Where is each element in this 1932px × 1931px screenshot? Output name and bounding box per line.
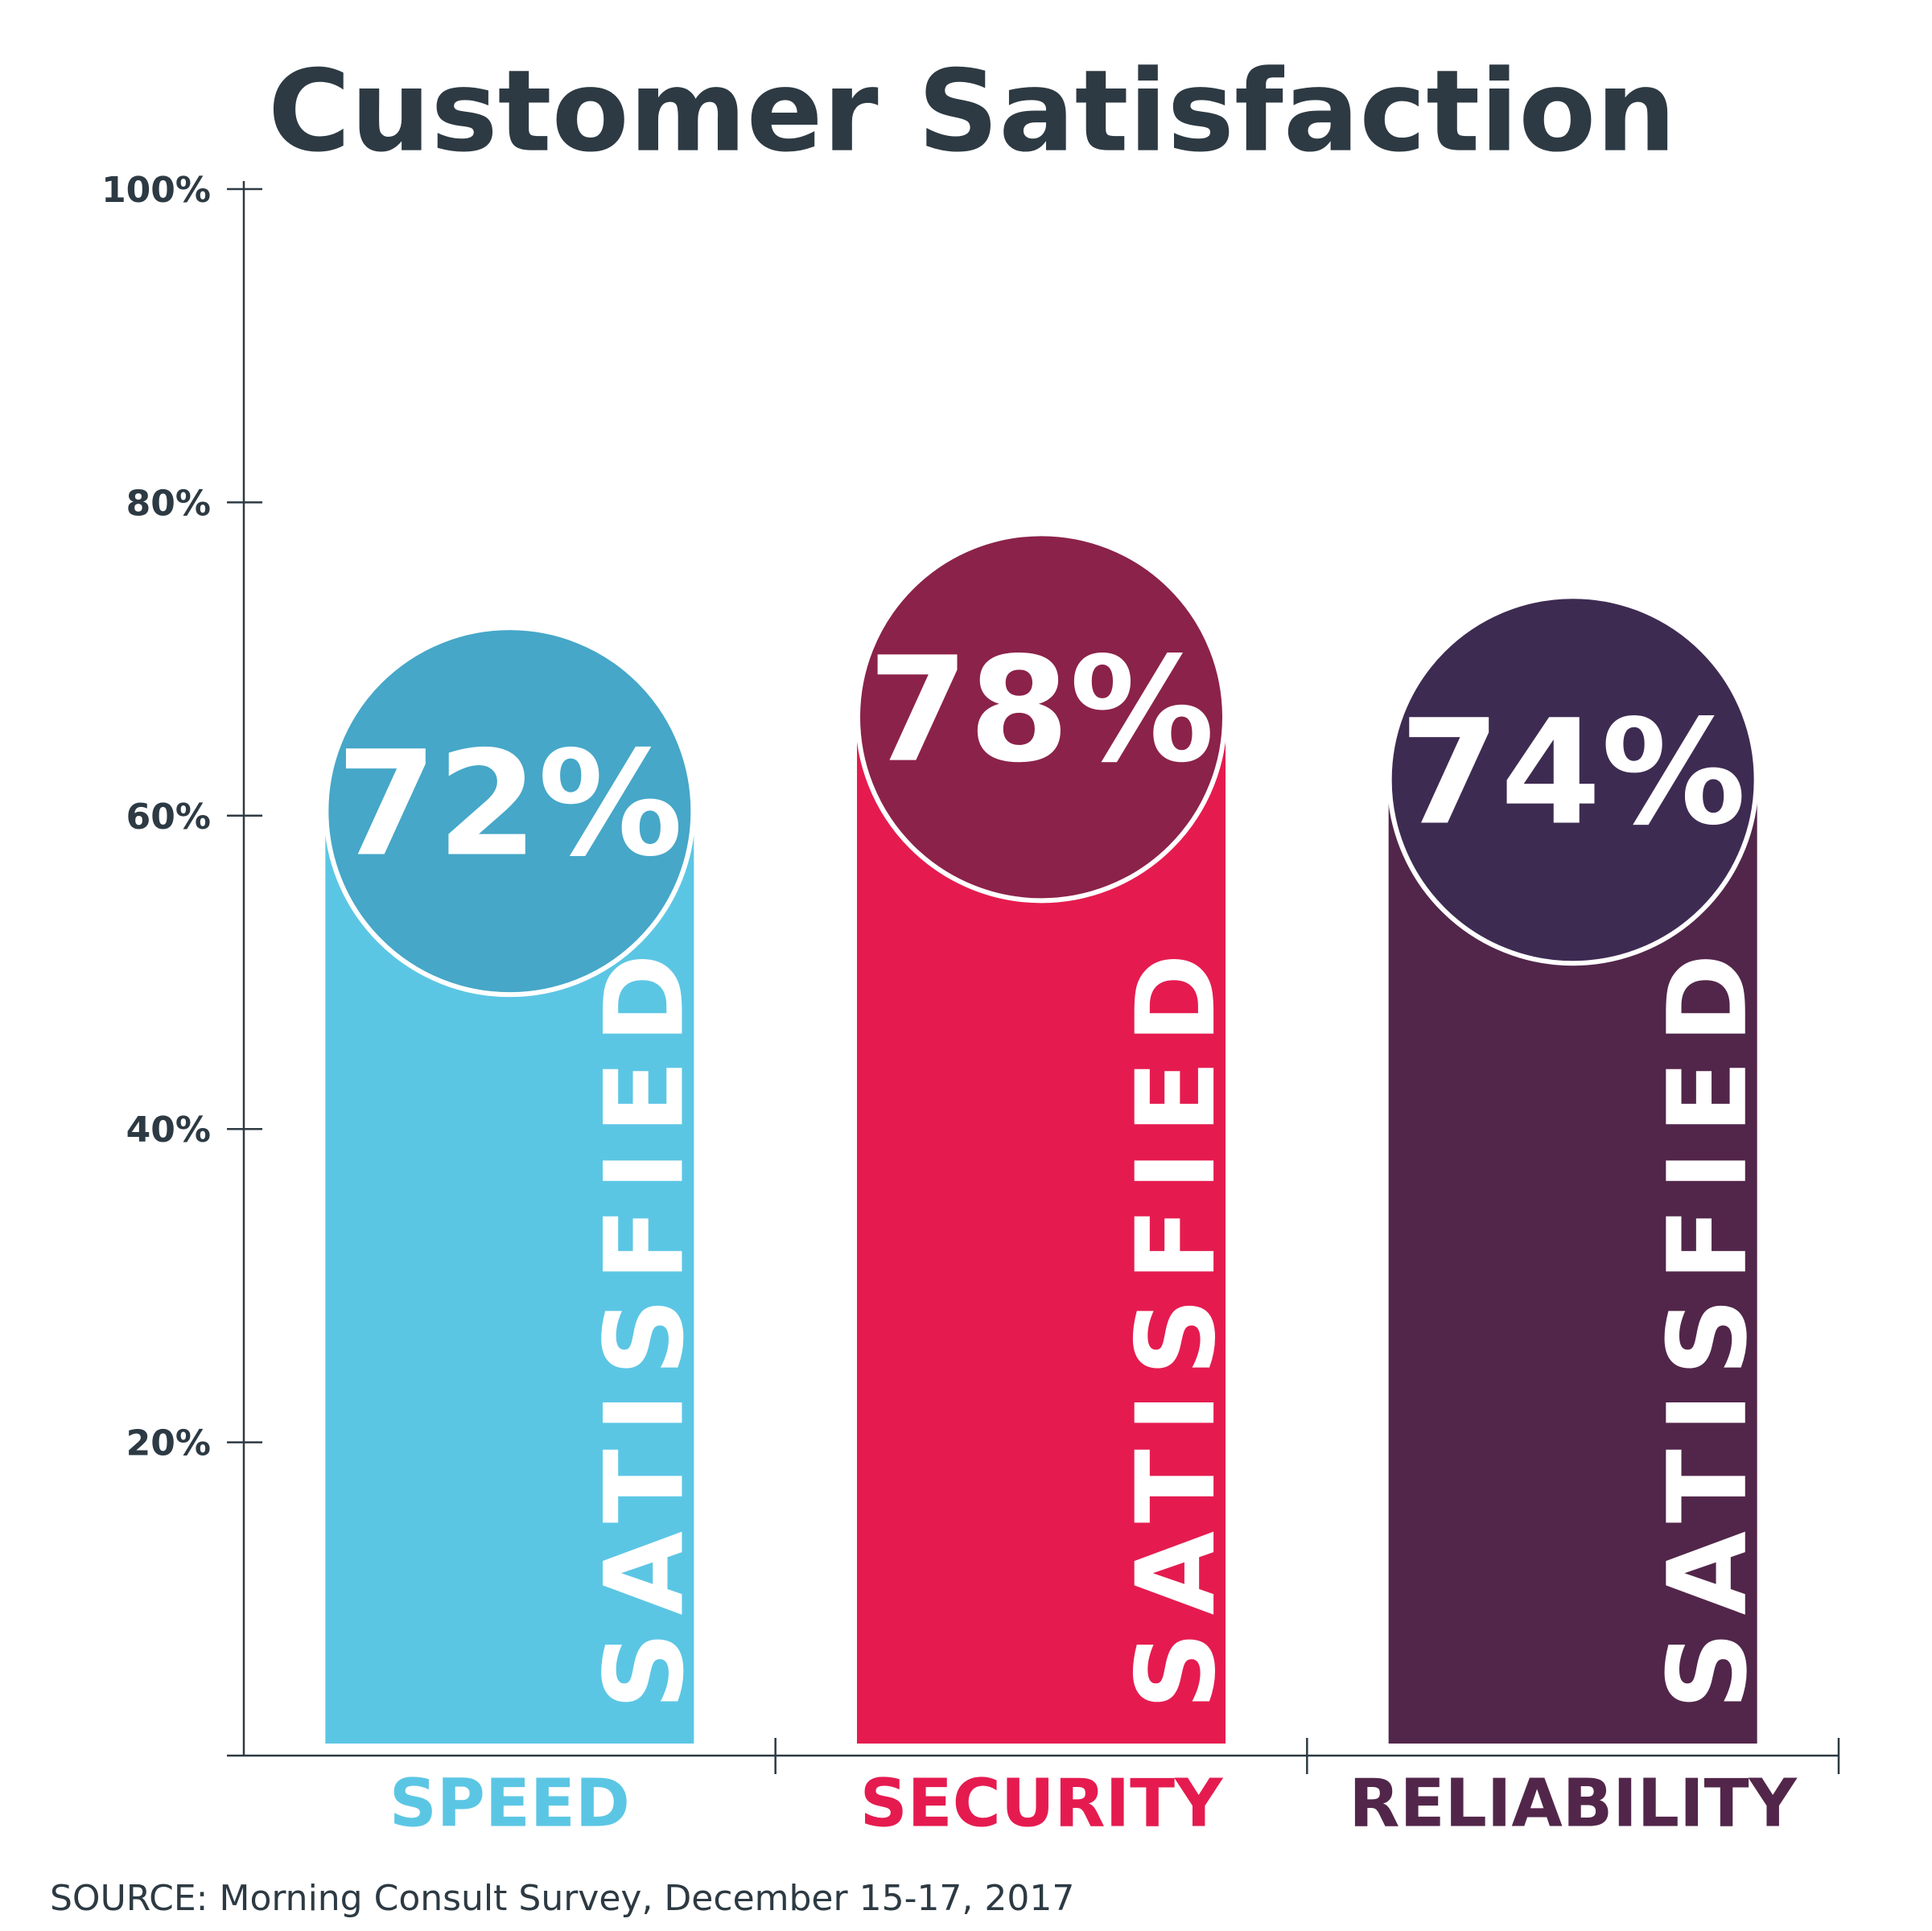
value-label: 78% bbox=[868, 627, 1215, 795]
y-tick-label: 80% bbox=[126, 483, 211, 524]
x-tick-label: RELIABILITY bbox=[1349, 1765, 1798, 1842]
bar-cap bbox=[855, 531, 1227, 904]
value-label: 72% bbox=[336, 720, 683, 888]
value-label: 74% bbox=[1399, 690, 1746, 858]
bar-text: SATISFIED bbox=[1645, 953, 1771, 1710]
bar-text: SATISFIED bbox=[1113, 953, 1239, 1710]
bar-text: SATISFIED bbox=[581, 953, 707, 1710]
y-tick-label: 40% bbox=[126, 1110, 211, 1151]
y-tick-label: 60% bbox=[126, 797, 211, 838]
source-note: SOURCE: Morning Consult Survey, December… bbox=[50, 1878, 1074, 1919]
x-tick-label: SPEED bbox=[389, 1765, 630, 1842]
x-tick-label: SECURITY bbox=[860, 1765, 1224, 1842]
y-tick-label: 20% bbox=[126, 1423, 211, 1464]
bar-cap bbox=[1386, 594, 1759, 966]
y-tick-label: 100% bbox=[101, 170, 211, 211]
chart-title: Customer Satisfaction bbox=[268, 47, 1676, 178]
bar-cap bbox=[323, 625, 696, 998]
